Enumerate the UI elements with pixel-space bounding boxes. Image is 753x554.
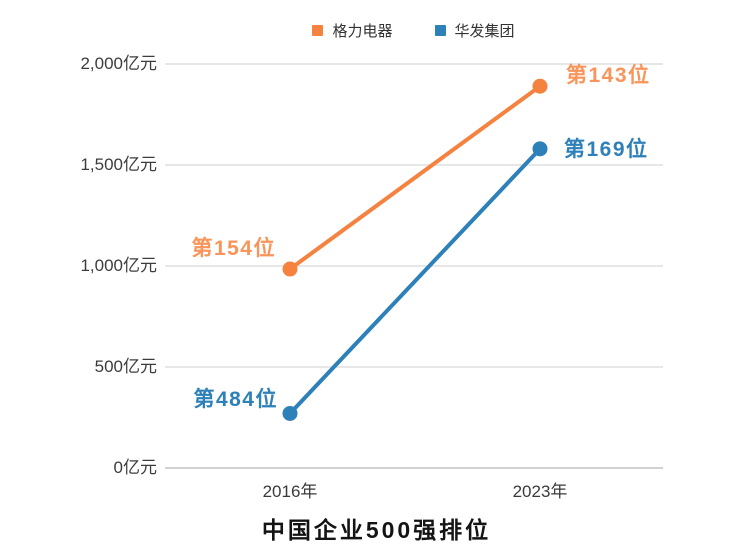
legend-item-huafa: 华发集团 (434, 20, 515, 41)
x-tick-label: 2016年 (262, 482, 318, 501)
series-line (288, 84, 542, 272)
series-line (288, 146, 542, 416)
legend-swatch (434, 25, 446, 36)
x-tick-label: 2023年 (512, 482, 568, 501)
point-label: 第169位 (564, 137, 649, 161)
legend-label: 华发集团 (454, 23, 515, 40)
point-label: 第484位 (193, 388, 278, 412)
legend-item-gree: 格力电器 (312, 20, 393, 41)
y-tick-label: 1,500亿元 (80, 155, 157, 174)
data-point (532, 141, 548, 157)
y-tick-label: 0亿元 (113, 458, 157, 477)
legend-swatch (312, 25, 324, 36)
y-tick-label: 2,000亿元 (80, 54, 157, 73)
legend: 格力电器 华发集团 (165, 20, 662, 41)
point-label: 第154位 (191, 237, 276, 261)
data-point (282, 405, 298, 421)
point-label: 第143位 (566, 64, 651, 88)
data-point (532, 78, 548, 94)
y-tick-label: 1,000亿元 (80, 256, 157, 275)
legend-label: 格力电器 (332, 23, 393, 40)
y-tick-label: 500亿元 (94, 357, 157, 376)
chart-title: 中国企业500强排位 (261, 517, 492, 543)
data-point (282, 261, 298, 277)
